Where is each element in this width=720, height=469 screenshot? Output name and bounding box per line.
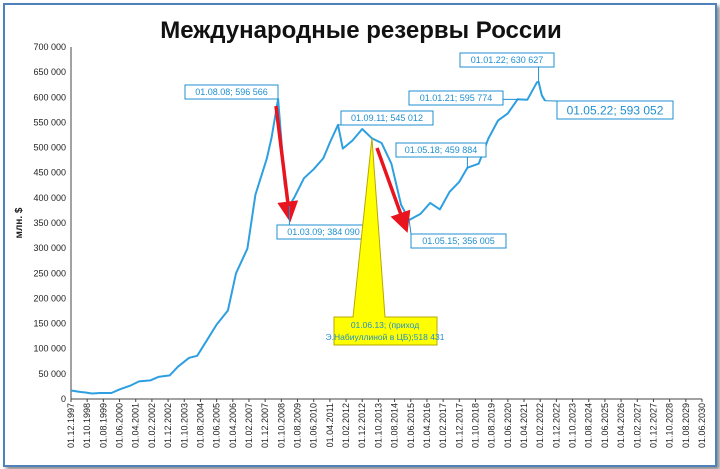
y-tick-label: 650 000: [33, 67, 66, 77]
x-tick-labels: 01.12.1997 01.10.1998 01.08.1999 01.06.2000…: [66, 399, 707, 448]
y-tick-label: 150 000: [33, 319, 66, 329]
data-callout: 01.05.22; 593 052: [545, 100, 674, 120]
y-tick-label: 300 000: [33, 243, 66, 253]
x-tick-label: 01.10.2013: [373, 403, 383, 448]
callout-label: 01.05.18; 459 884: [405, 145, 478, 155]
y-tick-label: 200 000: [33, 293, 66, 303]
y-tick-label: 600 000: [33, 92, 66, 102]
x-tick-label: 01.04.2026: [616, 403, 626, 448]
axes: [70, 47, 702, 400]
x-tick-label: 01.10.1998: [82, 403, 92, 448]
x-tick-label: 01.12.2027: [648, 403, 658, 448]
x-tick-label: 01.04.2016: [422, 403, 432, 448]
arrows-layer: [274, 105, 411, 233]
nabiullina-callout: 01.06.13; (приход Э.Набиуллиной в ЦБ);518…: [326, 138, 445, 346]
x-tick-label: 01.02.2027: [632, 403, 642, 448]
x-tick-label: 01.06.2025: [600, 403, 610, 448]
x-tick-label: 01.06.2000: [115, 403, 125, 448]
y-tick-label: 100 000: [33, 344, 66, 354]
x-tick-label: 01.12.1997: [66, 403, 76, 448]
x-tick-label: 01.02.2017: [438, 403, 448, 448]
x-tick-label: 01.12.2007: [260, 403, 270, 448]
x-tick-label: 01.10.2018: [470, 403, 480, 448]
y-tick-label: 250 000: [33, 268, 66, 278]
y-tick-label: 500 000: [33, 143, 66, 153]
x-tick-label: 01.06.2005: [212, 403, 222, 448]
x-tick-label: 01.08.2009: [293, 403, 303, 448]
x-tick-label: 01.04.2006: [228, 403, 238, 448]
chart: Международные резервы России млн. $ 0 50 …: [14, 17, 707, 448]
x-tick-label: 01.06.2020: [503, 403, 513, 448]
callout-label: 01.01.22; 630 627: [471, 55, 544, 65]
data-callout: 01.08.08; 596 566: [184, 84, 279, 100]
callout-label: 01.03.09; 384 090: [287, 227, 360, 237]
y-tick-label: 350 000: [33, 218, 66, 228]
y-tick-label: 450 000: [33, 168, 66, 178]
x-tick-label: 01.04.2001: [131, 403, 141, 448]
y-tick-label: 0: [61, 394, 66, 404]
x-tick-label: 01.12.2017: [454, 403, 464, 448]
data-callout: 01.01.21; 595 774: [408, 90, 520, 106]
x-tick-label: 01.02.2022: [535, 403, 545, 448]
callout-label: 01.05.22; 593 052: [567, 103, 664, 117]
data-callout: 01.01.22; 630 627: [459, 52, 555, 82]
data-callout: 01.03.09; 384 090: [276, 205, 371, 240]
callout-label: 01.01.21; 595 774: [420, 93, 493, 103]
x-tick-label: 01.08.2024: [584, 403, 594, 448]
x-tick-label: 01.04.2021: [519, 403, 529, 448]
x-tick-label: 01.08.2004: [195, 403, 205, 448]
y-axis-label: млн. $: [14, 207, 25, 238]
x-tick-label: 01.12.2002: [163, 403, 173, 448]
x-tick-label: 01.10.2008: [276, 403, 286, 448]
annotations-layer: 01.08.08; 596 566 01.03.09; 384 090 01.09.…: [184, 52, 674, 346]
y-tick-labels: 0 50 000 100 000 150 000 200 000 250 000 300 0…: [33, 42, 66, 404]
x-tick-label: 01.02.2012: [341, 403, 351, 448]
y-tick-label: 400 000: [33, 193, 66, 203]
x-tick-label: 01.02.2002: [147, 403, 157, 448]
x-tick-label: 01.12.2022: [551, 403, 561, 448]
x-tick-label: 01.06.2030: [697, 403, 707, 448]
callout-label: 01.05.15; 356 005: [422, 236, 495, 246]
data-callout: 01.05.18; 459 884: [395, 142, 487, 168]
x-tick-label: 01.08.2019: [487, 403, 497, 448]
callout-label: 01.08.08; 596 566: [195, 87, 268, 97]
svg-text:Э.Набиуллиной в ЦБ);518 431: Э.Набиуллиной в ЦБ);518 431: [326, 332, 445, 342]
x-tick-label: 01.08.2014: [390, 403, 400, 448]
x-tick-label: 01.06.2015: [406, 403, 416, 448]
x-tick-label: 01.04.2011: [325, 403, 335, 447]
x-tick-label: 01.10.2028: [665, 403, 675, 448]
chart-frame: Международные резервы России млн. $ 0 50 …: [3, 3, 717, 467]
x-tick-label: 01.10.2003: [179, 403, 189, 448]
x-tick-label: 01.08.1999: [98, 403, 108, 448]
decline-arrow: [375, 147, 411, 233]
callout-label: 01.09.11; 545 012: [351, 113, 423, 123]
svg-text:01.06.13; (приход: 01.06.13; (приход: [351, 320, 419, 330]
y-tick-label: 550 000: [33, 117, 66, 127]
x-tick-label: 01.10.2023: [568, 403, 578, 448]
y-tick-label: 700 000: [33, 42, 66, 52]
y-tick-label: 50 000: [38, 369, 66, 379]
x-tick-label: 01.06.2010: [309, 403, 319, 448]
x-tick-label: 01.08.2029: [681, 403, 691, 448]
x-tick-label: 01.02.2007: [244, 403, 254, 448]
data-callout: 01.09.11; 545 012: [337, 110, 434, 126]
data-callout: 01.05.15; 356 005: [408, 219, 507, 249]
chart-title: Международные резервы России: [160, 17, 562, 44]
decline-arrow: [274, 105, 299, 223]
x-tick-label: 01.12.2012: [357, 403, 367, 448]
